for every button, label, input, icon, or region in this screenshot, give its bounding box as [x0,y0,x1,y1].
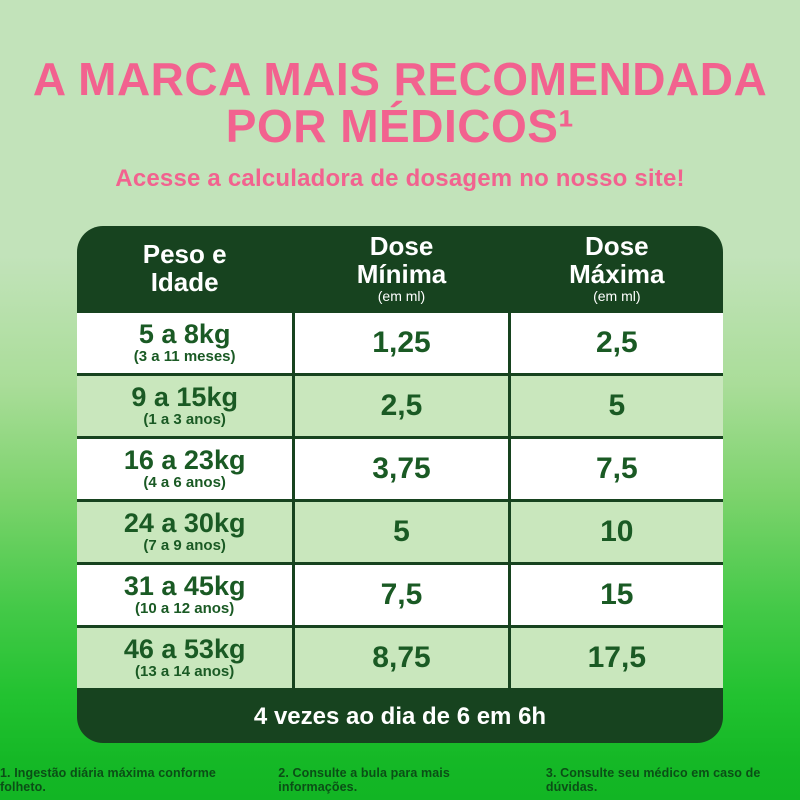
age-range: (10 a 12 anos) [135,599,235,617]
weight-age-cell: 9 a 15kg (1 a 3 anos) [77,376,292,436]
dose-min-cell: 5 [292,501,507,562]
column-header-line: Peso e [142,238,227,269]
dose-max-value: 15 [600,577,634,611]
table-footer-banner: 4 vezes ao dia de 6 em 6h [77,687,723,743]
dose-max-value: 2,5 [595,325,638,359]
weight-age-cell: 46 a 53kg (13 a 14 anos) [77,628,292,688]
footnote-2: 2. Consulte a bula para mais informações… [278,765,450,794]
column-header-line: Idade [150,266,219,297]
page-title: A MARCA MAIS RECOMENDADA POR MÉDICOS¹ [0,0,800,150]
footnote-1: 1. Ingestão diária máxima conforme folhe… [0,765,216,794]
age-range: (3 a 11 meses) [133,347,236,365]
table-row: 16 a 23kg (4 a 6 anos) 3,75 7,5 [77,435,723,499]
age-range: (4 a 6 anos) [143,473,226,491]
weight-range: 9 a 15kg [131,381,238,412]
age-range: (13 a 14 anos) [135,662,235,680]
weight-age-cell: 24 a 30kg (7 a 9 anos) [77,502,292,562]
weight-range: 46 a 53kg [123,633,246,664]
table-row: 24 a 30kg (7 a 9 anos) 5 10 [77,498,723,562]
column-header-dose-min: Dose Mínima (em ml) [292,225,507,310]
headline-line1: A MARCA MAIS RECOMENDADA [32,53,768,105]
table-row: 9 a 15kg (1 a 3 anos) 2,5 5 [77,372,723,436]
dose-min-value: 1,25 [372,325,431,359]
age-range: (1 a 3 anos) [143,410,226,428]
dose-min-value: 5 [393,514,410,548]
footnote-3: 3. Consulte seu médico em caso de dúvida… [545,765,761,794]
weight-age-cell: 5 a 8kg (3 a 11 meses) [77,313,292,373]
dose-max-cell: 5 [507,375,723,436]
weight-range: 24 a 30kg [123,507,246,538]
column-header-line: Mínima [356,258,447,289]
column-header-weight-age: Peso e Idade [77,226,292,310]
column-header-unit: (em ml) [377,287,426,304]
dose-max-value: 7,5 [595,451,638,485]
column-header-line: Dose [585,230,649,261]
dose-max-cell: 10 [507,501,723,562]
table-body: 5 a 8kg (3 a 11 meses) 1,25 2,5 9 a 15kg… [77,309,723,688]
table-row: 31 a 45kg (10 a 12 anos) 7,5 15 [77,561,723,625]
dose-min-value: 8,75 [372,640,431,674]
dose-min-value: 3,75 [372,451,431,485]
dose-min-cell: 7,5 [292,564,507,625]
frequency-note: 4 vezes ao dia de 6 em 6h [253,702,547,730]
dose-max-cell: 2,5 [507,312,723,373]
dose-min-cell: 8,75 [292,627,507,688]
weight-range: 5 a 8kg [138,318,231,349]
column-header-dose-max: Dose Máxima (em ml) [507,225,723,310]
weight-age-cell: 31 a 45kg (10 a 12 anos) [77,565,292,625]
dose-max-cell: 17,5 [507,627,723,688]
table-header-row: Peso e Idade Dose Mínima (em ml) Dose Má… [77,225,723,310]
column-header-line: Dose [369,230,434,261]
dose-max-value: 17,5 [587,640,647,674]
dose-max-cell: 7,5 [507,438,723,499]
table-row: 46 a 53kg (13 a 14 anos) 8,75 17,5 [77,624,723,688]
dose-min-cell: 1,25 [292,312,507,373]
column-header-line: Máxima [569,258,665,289]
dose-min-cell: 2,5 [292,375,507,436]
dosage-table: Peso e Idade Dose Mínima (em ml) Dose Má… [77,225,723,743]
dose-min-cell: 3,75 [292,438,507,499]
headline-line2: POR MÉDICOS¹ [225,99,575,152]
weight-range: 31 a 45kg [123,570,246,601]
footnotes: 1. Ingestão diária máxima conforme folhe… [0,766,800,794]
table-row: 5 a 8kg (3 a 11 meses) 1,25 2,5 [77,309,723,373]
dose-min-value: 7,5 [380,577,423,611]
column-header-unit: (em ml) [593,287,641,304]
dose-max-cell: 15 [507,564,723,625]
subtitle: Acesse a calculadora de dosagem no nosso… [115,164,685,192]
dose-max-value: 10 [600,514,634,548]
weight-age-cell: 16 a 23kg (4 a 6 anos) [77,439,292,499]
weight-range: 16 a 23kg [123,444,246,475]
age-range: (7 a 9 anos) [143,536,226,554]
dose-min-value: 2,5 [380,388,423,422]
dose-max-value: 5 [608,388,626,422]
